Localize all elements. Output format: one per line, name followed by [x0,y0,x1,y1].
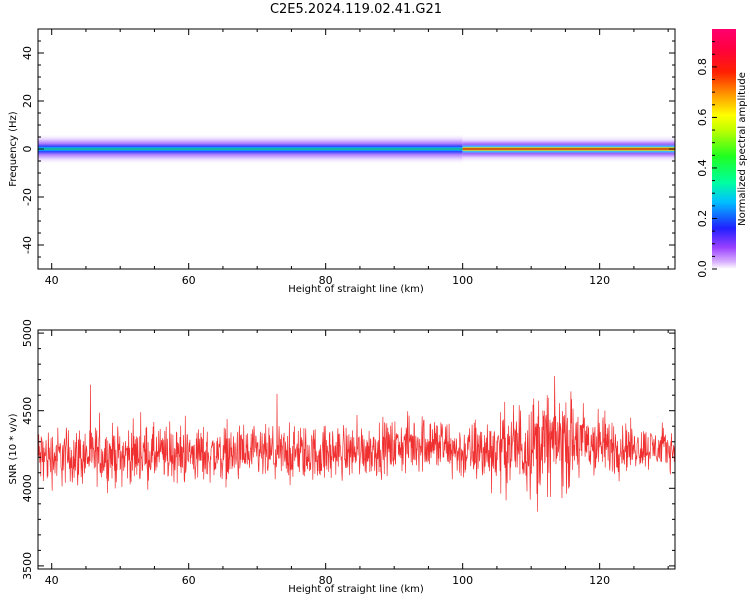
snr-y-axis-label: SNR (10 * v/v) [8,413,19,484]
y-tick-label: 4000 [21,474,34,502]
x-tick-label: 40 [45,574,59,587]
snr-x-ticks: 40 60 80 100 120 [45,330,669,587]
y-tick-label: 40 [21,46,34,60]
spectrogram-x-ticks: 40 60 80 100 120 [45,29,669,287]
y-tick-label: 0 [21,146,34,153]
colorbar-tick-label: 0.8 [696,58,709,76]
spectrogram-heatmap [38,133,675,165]
x-tick-label: 40 [45,274,59,287]
colorbar-tick-label: 0.6 [696,109,709,127]
y-tick-label: 20 [21,94,34,108]
x-tick-label: 100 [452,274,473,287]
colorbar-ticks: 0.0 0.2 0.4 0.6 0.8 [696,41,717,278]
x-tick-label: 80 [319,274,333,287]
x-tick-label: 120 [589,574,610,587]
colorbar-tick-label: 0.4 [696,159,709,177]
spectrogram-panel: 40 60 80 100 120 40 20 0 -20 -40 Height of strai… [8,28,676,295]
x-tick-label: 100 [452,574,473,587]
snr-series-line [38,375,675,512]
x-tick-label: 80 [319,574,333,587]
y-tick-label: -20 [21,188,34,206]
spectrogram-y-axis-label: Frequency (Hz) [8,111,19,187]
spectrogram-x-axis-label: Height of straight line (km) [288,284,424,295]
y-tick-label: 4500 [21,397,34,425]
snr-panel: 40 60 80 100 120 5000 4500 4000 3500 Height of … [8,319,676,595]
y-tick-label: 3500 [21,552,34,580]
colorbar: 0.0 0.2 0.4 0.6 0.8 Normalized spectral ampl… [696,29,748,278]
x-tick-label: 60 [182,574,196,587]
snr-x-axis-label: Height of straight line (km) [288,584,424,595]
x-tick-label: 120 [589,274,610,287]
snr-frame [37,329,676,570]
colorbar-tick-label: 0.2 [696,210,709,228]
colorbar-tick-label: 0.0 [696,260,709,278]
colorbar-gradient [712,29,736,269]
spectrogram-y-ticks: 40 20 0 -20 -40 [21,28,675,270]
colorbar-label: Normalized spectral amplitude [737,72,748,226]
y-tick-label: -40 [21,236,34,254]
x-tick-label: 60 [182,274,196,287]
chart-title: C2E5.2024.119.02.41.G21 [269,2,443,17]
y-tick-label: 5000 [21,319,34,347]
snr-y-ticks: 5000 4500 4000 3500 [21,319,675,580]
